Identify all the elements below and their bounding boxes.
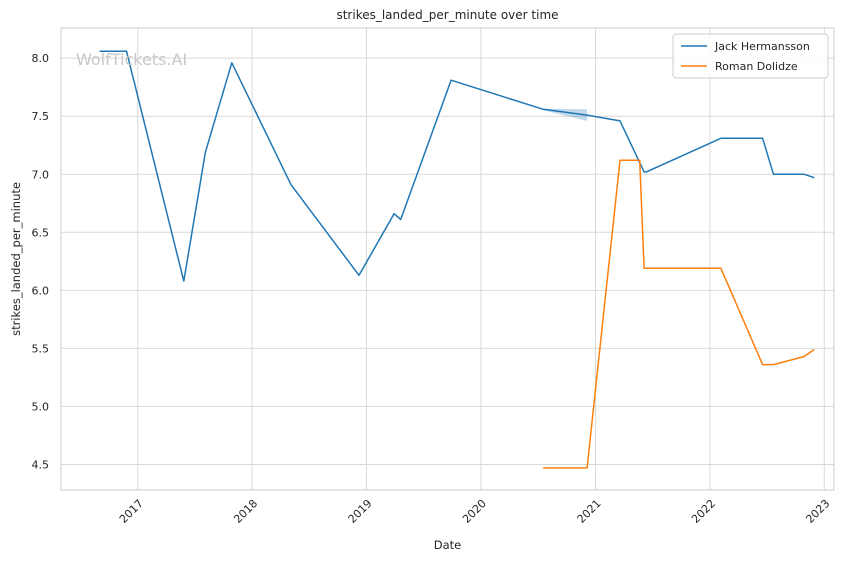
y-tick-label: 5.5 — [32, 342, 50, 355]
y-tick-label: 5.0 — [32, 400, 50, 413]
y-tick-label: 7.5 — [32, 110, 50, 123]
series-line — [543, 159, 815, 469]
confidence-band-layer — [543, 108, 588, 121]
series-line — [99, 50, 815, 282]
chart-title: strikes_landed_per_minute over time — [336, 8, 558, 22]
legend-entry: Roman Dolidze — [715, 60, 798, 73]
y-tick-label: 4.5 — [32, 458, 50, 471]
series-confidence-band — [543, 108, 588, 121]
y-tick-label: 6.0 — [32, 284, 50, 297]
series-layer — [99, 50, 815, 469]
x-axis-label: Date — [434, 538, 462, 552]
plot-frame — [60, 27, 835, 491]
legend: Jack Hermansson Roman Dolidze — [672, 33, 829, 79]
legend-entry: Jack Hermansson — [714, 40, 810, 53]
y-tick-label: 8.0 — [32, 52, 50, 65]
y-tick-label: 6.5 — [32, 226, 50, 239]
y-tick-labels: 4.5 5.0 5.5 6.0 6.5 7.0 7.5 8.0 — [32, 52, 50, 471]
legend-box — [672, 33, 829, 79]
watermark-text: WolfTickets.AI — [76, 50, 187, 69]
grid-layer — [61, 28, 834, 490]
y-tick-label: 7.0 — [32, 168, 50, 181]
y-axis-label: strikes_landed_per_minute — [9, 182, 23, 336]
